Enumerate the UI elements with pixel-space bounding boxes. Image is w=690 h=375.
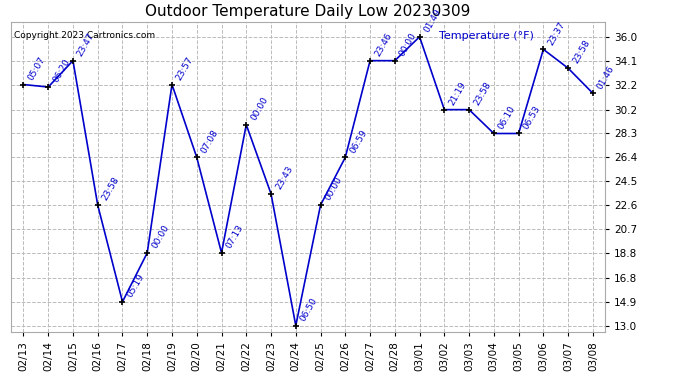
Text: 01:46: 01:46	[595, 64, 616, 90]
Text: 21:19: 21:19	[447, 80, 468, 107]
Text: 01:49: 01:49	[422, 7, 443, 34]
Text: 07:13: 07:13	[224, 223, 245, 250]
Text: 23:57: 23:57	[175, 55, 195, 82]
Text: 00:00: 00:00	[249, 95, 270, 122]
Text: 05:07: 05:07	[26, 55, 47, 82]
Text: 23:37: 23:37	[546, 20, 566, 46]
Text: 06:53: 06:53	[522, 104, 542, 131]
Text: 06:10: 06:10	[497, 104, 518, 131]
Title: Outdoor Temperature Daily Low 20230309: Outdoor Temperature Daily Low 20230309	[146, 4, 471, 19]
Text: Copyright 2023 Cartronics.com: Copyright 2023 Cartronics.com	[14, 31, 155, 40]
Text: Temperature (°F): Temperature (°F)	[439, 31, 534, 41]
Text: 23:46: 23:46	[373, 31, 393, 58]
Text: 23:47: 23:47	[76, 31, 97, 58]
Text: 00:00: 00:00	[324, 176, 344, 202]
Text: 23:43: 23:43	[274, 164, 295, 191]
Text: 06:59: 06:59	[348, 128, 369, 154]
Text: 07:08: 07:08	[199, 128, 220, 154]
Text: 06:50: 06:50	[299, 296, 319, 323]
Text: 23:58: 23:58	[101, 176, 121, 202]
Text: 00:00: 00:00	[397, 31, 418, 58]
Text: 23:58: 23:58	[571, 39, 591, 65]
Text: 00:00: 00:00	[150, 223, 170, 250]
Text: 06:20: 06:20	[51, 57, 72, 84]
Text: 23:58: 23:58	[472, 80, 493, 107]
Text: 05:19: 05:19	[126, 272, 146, 299]
